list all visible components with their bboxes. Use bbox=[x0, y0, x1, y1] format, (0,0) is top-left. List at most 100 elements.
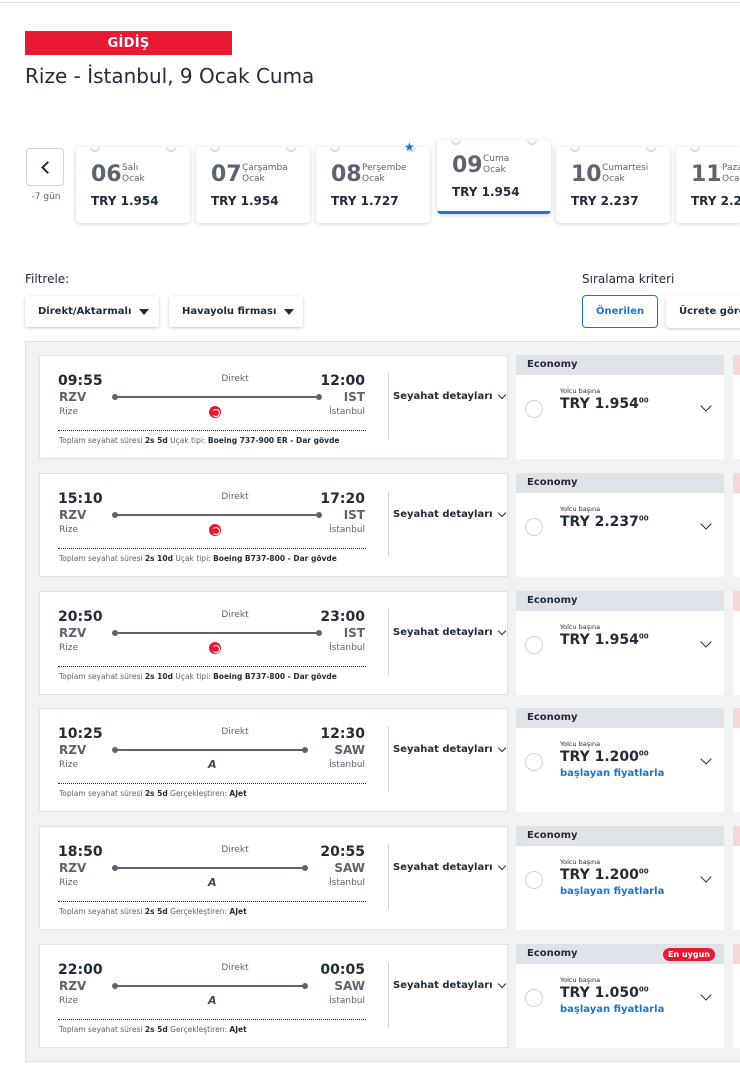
date-day: 06 bbox=[91, 162, 122, 187]
dotted-separator bbox=[58, 666, 366, 667]
sort-recommended-button[interactable]: Önerilen bbox=[582, 295, 659, 328]
direct-transfer-dropdown[interactable]: Direkt/Aktarmalı bbox=[25, 296, 159, 327]
arrival-time: 00:05 bbox=[320, 962, 365, 978]
travel-details-button[interactable]: Seyahat detayları bbox=[393, 861, 506, 873]
chevron-down-icon[interactable] bbox=[700, 989, 712, 1001]
flight-card: 22:00 RZV Rize Direkt A 00:05 SAW İstanb… bbox=[39, 944, 508, 1048]
details-divider bbox=[388, 373, 389, 439]
date-weekday: Cuma bbox=[483, 154, 510, 164]
date-price: TRY 2.237 bbox=[571, 194, 639, 208]
extra-info-label: Uçak tipi: bbox=[175, 554, 211, 563]
direction-badge: GİDİŞ bbox=[25, 31, 232, 55]
details-divider bbox=[388, 491, 389, 557]
travel-details-label: Seyahat detayları bbox=[393, 980, 493, 991]
departure-time: 09:55 bbox=[58, 373, 103, 389]
date-weekday: Salı bbox=[122, 163, 139, 173]
next-fare-column[interactable] bbox=[733, 591, 740, 695]
date-card-06[interactable]: 06 Salı Ocak TRY 1.954 bbox=[76, 147, 190, 223]
date-card-10[interactable]: 10 Cumartesi Ocak TRY 2.237 bbox=[556, 147, 670, 223]
chevron-down-icon[interactable] bbox=[700, 400, 712, 412]
flight-card: 18:50 RZV Rize Direkt A 20:55 SAW İstanb… bbox=[39, 826, 508, 930]
travel-details-button[interactable]: Seyahat detayları bbox=[393, 979, 506, 991]
fare-price-cents: 00 bbox=[638, 396, 649, 405]
cabin-header: Economy bbox=[516, 591, 724, 611]
flight-card: 15:10 RZV Rize Direkt 17:20 IST İstanbul… bbox=[39, 473, 508, 577]
route-line bbox=[112, 630, 322, 636]
travel-details-button[interactable]: Seyahat detayları bbox=[393, 390, 506, 402]
date-card-08[interactable]: 08 Perşembe Ocak TRY 1.727 bbox=[316, 147, 430, 223]
date-card-09-selected[interactable]: 09 Cuma Ocak TRY 1.954 bbox=[437, 140, 551, 214]
departure-city: Rize bbox=[59, 760, 79, 770]
chevron-down-icon bbox=[497, 979, 506, 989]
fare-radio[interactable] bbox=[525, 871, 543, 889]
chevron-left-icon bbox=[40, 160, 54, 174]
date-day: 09 bbox=[452, 153, 483, 178]
date-weekday: Pazar bbox=[722, 163, 740, 173]
departure-airport-code: RZV bbox=[59, 743, 87, 757]
fare-price-main: TRY 1.200 bbox=[560, 749, 639, 765]
next-fare-column[interactable] bbox=[733, 355, 740, 459]
travel-details-label: Seyahat detayları bbox=[393, 509, 493, 520]
departure-airport-code: RZV bbox=[59, 979, 87, 993]
arrival-airport-code: SAW bbox=[334, 979, 365, 993]
date-price: TRY 1.954 bbox=[452, 185, 520, 199]
arrival-time: 12:30 bbox=[320, 726, 365, 742]
economy-fare-option[interactable]: Economy En uygun Yolcu başına TRY 1.0500… bbox=[516, 944, 724, 1048]
fare-radio[interactable] bbox=[525, 518, 543, 536]
total-time-value: 2s 5d bbox=[144, 789, 168, 798]
flight-info-row: Toplam seyahat süresi 2s 5d Uçak tipi: B… bbox=[59, 436, 339, 445]
direct-label: Direkt bbox=[221, 845, 249, 855]
sort-label: Sıralama kriteri bbox=[582, 272, 675, 286]
cabin-label: Economy bbox=[527, 595, 578, 606]
date-day: 10 bbox=[571, 162, 602, 187]
chevron-down-icon[interactable] bbox=[700, 753, 712, 765]
airline-dropdown[interactable]: Havayolu firması bbox=[169, 296, 303, 327]
thy-logo-icon bbox=[209, 642, 221, 654]
total-time-label: Toplam seyahat süresi bbox=[59, 436, 143, 445]
fare-radio[interactable] bbox=[525, 400, 543, 418]
economy-fare-option[interactable]: Economy Yolcu başına TRY 1.20000 başlaya… bbox=[516, 708, 724, 812]
chevron-down-icon[interactable] bbox=[700, 518, 712, 530]
next-fare-column[interactable] bbox=[733, 944, 740, 1048]
fare-price-cents: 00 bbox=[638, 985, 649, 994]
arrival-city: İstanbul bbox=[328, 878, 365, 888]
prev-week-button[interactable] bbox=[26, 148, 64, 186]
date-card-07[interactable]: 07 Çarşamba Ocak TRY 1.954 bbox=[196, 147, 310, 223]
next-fare-column[interactable] bbox=[733, 826, 740, 930]
extra-info-label: Gerçekleştiren: bbox=[170, 789, 227, 798]
fare-radio[interactable] bbox=[525, 989, 543, 1007]
fare-price: TRY 1.95400 bbox=[560, 632, 649, 648]
travel-details-button[interactable]: Seyahat detayları bbox=[393, 508, 506, 520]
chevron-down-icon[interactable] bbox=[700, 636, 712, 648]
sort-by-price-button[interactable]: Ücrete göre bbox=[666, 295, 740, 328]
thy-logo-icon bbox=[209, 524, 221, 536]
flight-card: 20:50 RZV Rize Direkt 23:00 IST İstanbul… bbox=[39, 591, 508, 695]
date-month: Ocak bbox=[483, 165, 506, 175]
date-card-11[interactable]: 11 PazarOcak TRY 2.237 bbox=[676, 147, 740, 223]
fare-radio[interactable] bbox=[525, 636, 543, 654]
prev-week-label: -7 gün bbox=[31, 192, 61, 202]
chevron-down-icon[interactable] bbox=[700, 871, 712, 883]
departure-city: Rize bbox=[59, 407, 79, 417]
extra-info-label: Uçak tipi: bbox=[175, 672, 211, 681]
travel-details-label: Seyahat detayları bbox=[393, 862, 493, 873]
economy-fare-option[interactable]: Economy Yolcu başına TRY 2.23700 bbox=[516, 473, 724, 577]
next-fare-column[interactable] bbox=[733, 473, 740, 577]
travel-details-button[interactable]: Seyahat detayları bbox=[393, 626, 506, 638]
next-fare-column[interactable] bbox=[733, 708, 740, 812]
extra-info-value: Boeing B737-800 - Dar gövde bbox=[213, 672, 337, 681]
fare-price: TRY 1.05000 bbox=[560, 985, 649, 1001]
chevron-down-icon bbox=[497, 390, 506, 400]
cabin-header: Economy bbox=[516, 473, 724, 493]
flight-info-row: Toplam seyahat süresi 2s 5d Gerçekleştir… bbox=[59, 907, 247, 916]
economy-fare-option[interactable]: Economy Yolcu başına TRY 1.95400 bbox=[516, 355, 724, 459]
economy-fare-option[interactable]: Economy Yolcu başına TRY 1.20000 başlaya… bbox=[516, 826, 724, 930]
economy-fare-option[interactable]: Economy Yolcu başına TRY 1.95400 bbox=[516, 591, 724, 695]
fare-radio[interactable] bbox=[525, 753, 543, 771]
total-time-value: 2s 5d bbox=[144, 1025, 168, 1034]
arrival-airport-code: SAW bbox=[334, 743, 365, 757]
route-line bbox=[112, 865, 308, 871]
per-passenger-label: Yolcu başına bbox=[560, 858, 601, 866]
per-passenger-label: Yolcu başına bbox=[560, 387, 601, 395]
travel-details-button[interactable]: Seyahat detayları bbox=[393, 743, 506, 755]
